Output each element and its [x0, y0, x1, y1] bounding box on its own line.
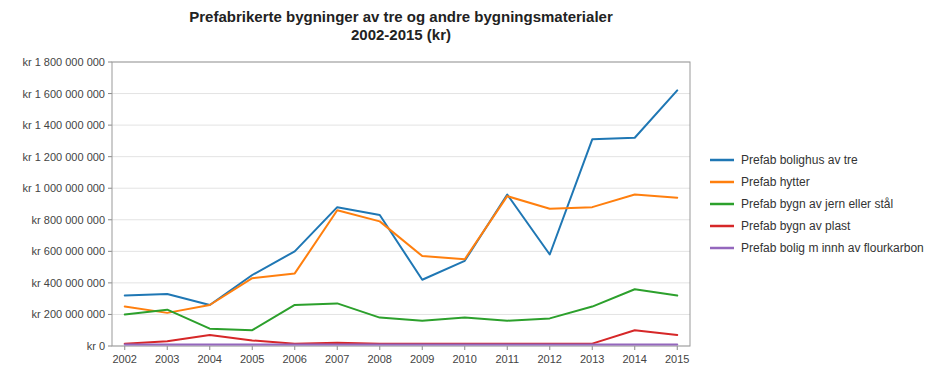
grid-line	[112, 314, 690, 315]
grid-line	[112, 251, 690, 252]
x-tick	[167, 346, 168, 350]
y-tick-label: kr 1 800 000 000	[22, 56, 105, 68]
x-tick	[252, 346, 253, 350]
x-tick-label: 2010	[453, 353, 477, 365]
y-tick	[108, 62, 112, 63]
legend-swatch	[710, 181, 734, 184]
x-tick	[337, 346, 338, 350]
x-tick-label: 2003	[155, 353, 179, 365]
x-tick-label: 2005	[240, 353, 264, 365]
title-line: Prefabrikerte bygninger av tre og andre …	[189, 8, 613, 25]
title-line: 2002-2015 (kr)	[351, 26, 451, 43]
series-lines	[125, 90, 678, 344]
x-tick	[209, 346, 210, 350]
x-tick	[294, 346, 295, 350]
y-tick	[108, 93, 112, 94]
y-tick	[108, 282, 112, 283]
x-tick	[507, 346, 508, 350]
x-tick-label: 2006	[283, 353, 307, 365]
x-tick-label: 2004	[198, 353, 222, 365]
y-tick-label: kr 800 000 000	[32, 214, 105, 226]
y-tick	[108, 125, 112, 126]
y-tick	[108, 219, 112, 220]
legend-label: Prefab bolighus av tre	[741, 153, 858, 167]
x-tick-label: 2008	[368, 353, 392, 365]
x-tick	[379, 346, 380, 350]
legend-label: Prefab bygn av jern eller stål	[741, 197, 893, 211]
y-tick	[108, 188, 112, 189]
series-line	[125, 195, 678, 313]
y-tick-label: kr 1 400 000 000	[22, 119, 105, 131]
grid-line	[112, 188, 690, 189]
legend: Prefab bolighus av tre Prefab hytter Prefa…	[710, 153, 924, 255]
grid-line	[112, 282, 690, 283]
x-axis: 2002 2003 2004 2005 2006 2007 2008 2009 2010 2011…	[113, 346, 690, 365]
chart: Prefabrikerte bygninger av tre og andre …	[0, 0, 944, 378]
series-line	[125, 289, 678, 330]
x-tick-label: 2013	[580, 353, 604, 365]
x-tick	[592, 346, 593, 350]
y-tick	[108, 156, 112, 157]
legend-label: Prefab bolig m innh av flourkarbon	[741, 241, 924, 255]
grid-line	[112, 219, 690, 220]
grid-line	[112, 156, 690, 157]
title: Prefabrikerte bygninger av tre og andre …	[189, 8, 613, 43]
x-tick-label: 2011	[495, 353, 519, 365]
grid-line	[112, 93, 690, 94]
y-tick	[108, 346, 112, 347]
series-line	[125, 330, 678, 343]
y-tick-label: kr 1 600 000 000	[22, 88, 105, 100]
y-axis: kr 0 kr 200 000 000 kr 400 000 000 kr 600 0…	[22, 56, 112, 352]
series-line	[125, 90, 678, 305]
y-tick-label: kr 1 000 000 000	[22, 182, 105, 194]
x-tick-label: 2014	[623, 353, 647, 365]
grid-line	[112, 125, 690, 126]
x-tick-label: 2015	[665, 353, 689, 365]
legend-label: Prefab hytter	[741, 175, 810, 189]
y-tick-label: kr 200 000 000	[32, 308, 105, 320]
legend-label: Prefab bygn av plast	[741, 219, 851, 233]
x-tick	[422, 346, 423, 350]
x-tick	[634, 346, 635, 350]
legend-swatch	[710, 225, 734, 228]
x-tick	[464, 346, 465, 350]
plot-frame	[112, 62, 690, 346]
y-tick-label: kr 1 200 000 000	[22, 151, 105, 163]
series-line	[125, 343, 678, 345]
y-tick	[108, 251, 112, 252]
y-tick-label: kr 0	[87, 340, 105, 352]
x-tick-label: 2007	[325, 353, 349, 365]
x-tick	[549, 346, 550, 350]
y-tick-label: kr 400 000 000	[32, 277, 105, 289]
x-tick	[124, 346, 125, 350]
legend-swatch	[710, 159, 734, 162]
y-tick-label: kr 600 000 000	[32, 245, 105, 257]
grid	[112, 62, 690, 346]
legend-swatch	[710, 247, 734, 250]
x-tick-label: 2009	[410, 353, 434, 365]
x-tick	[677, 346, 678, 350]
y-tick	[108, 314, 112, 315]
x-tick-label: 2002	[113, 353, 137, 365]
x-tick-label: 2012	[538, 353, 562, 365]
legend-swatch	[710, 203, 734, 206]
